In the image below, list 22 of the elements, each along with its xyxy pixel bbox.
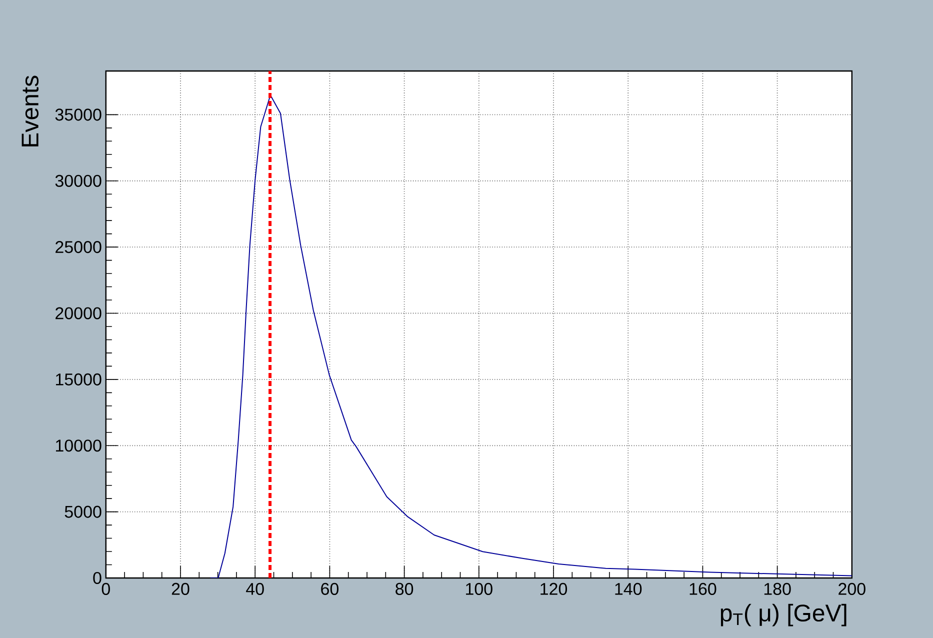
x-tick-label: 0 [102, 582, 110, 595]
x-tick-label: 60 [321, 582, 338, 595]
y-tick-label: 35000 [55, 108, 102, 121]
x-tick-label: 180 [764, 582, 791, 595]
x-tick-label: 40 [246, 582, 264, 595]
x-tick-label: 160 [690, 582, 716, 595]
x-tick-label: 120 [540, 582, 568, 595]
y-axis-title: Events [22, 76, 39, 146]
x-tick-label: 80 [396, 582, 414, 595]
y-tick-label: 10000 [56, 440, 102, 452]
y-tick-label: 0 [93, 572, 102, 584]
y-tick-label: 30000 [55, 174, 102, 187]
x-tick-label: 140 [615, 582, 642, 595]
y-tick-label: 5000 [64, 506, 102, 518]
y-tick-label: 20000 [56, 307, 102, 320]
y-tick-label: 25000 [56, 241, 102, 254]
line-series [210, 94, 852, 578]
x-tick-label: 100 [466, 582, 492, 595]
x-axis-title: p$_{T}$( μ) [GeV] [720, 604, 846, 626]
x-tick-label: 20 [172, 582, 190, 595]
y-tick-label: 15000 [56, 373, 102, 386]
x-tick-label: 200 [838, 582, 866, 595]
